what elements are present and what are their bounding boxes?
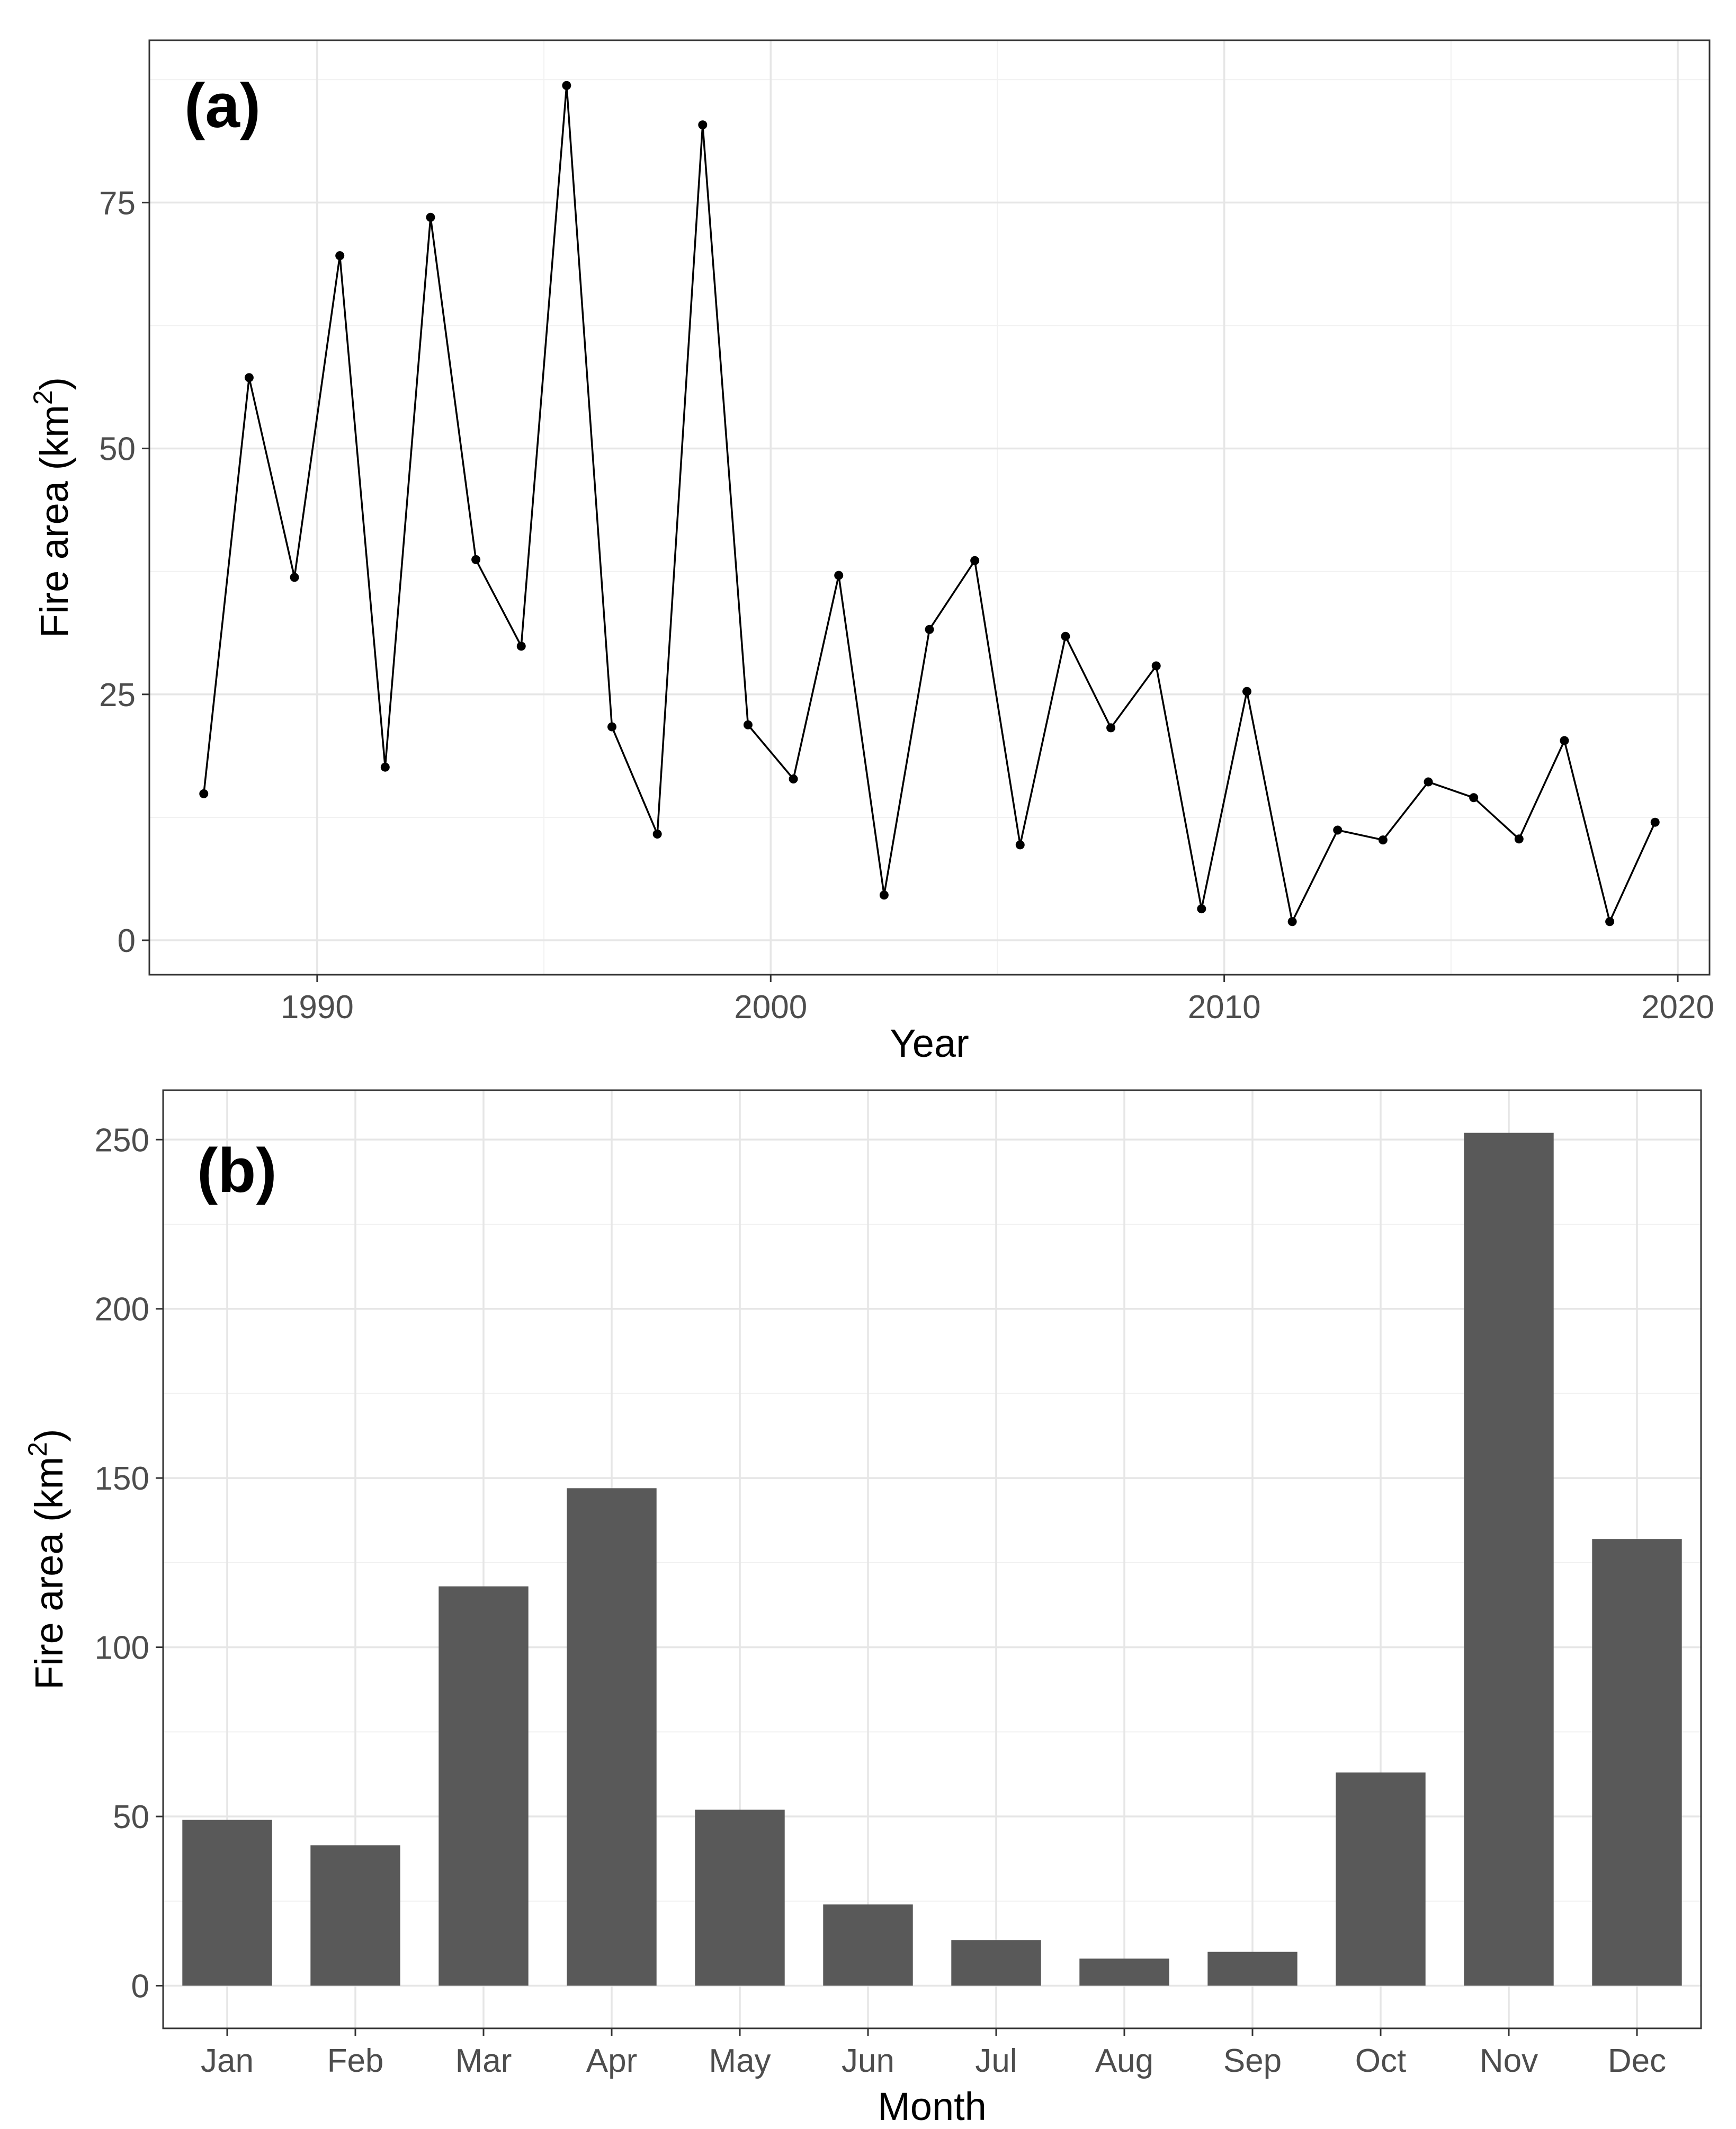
panel-a-data-point	[925, 625, 934, 634]
panel-a-data-point	[1061, 631, 1070, 641]
panel-b-x-tick-label: Jul	[975, 2043, 1017, 2079]
panel-a-data-point	[1469, 793, 1479, 803]
panel-b-bar-oct	[1336, 1772, 1426, 1986]
panel-b-bar-chart: 0 50 100 150 200 250 Jan Feb Mar Apr May Jun Jul Aug S…	[23, 1089, 1702, 2128]
panel-a-y-axis-title-close: )	[32, 377, 76, 390]
panel-b-x-tick-label: Sep	[1223, 2043, 1282, 2079]
panel-a-data-point	[1650, 817, 1660, 827]
panel-a-grid	[149, 40, 1710, 975]
panel-b-x-axis-title: Month	[878, 2085, 987, 2128]
panel-a-data-point	[1605, 917, 1615, 927]
panel-a-data-point	[789, 774, 798, 783]
panel-a-series	[199, 81, 1660, 927]
panel-a-x-tick-label: 2000	[734, 989, 807, 1026]
panel-b-y-tick-label: 0	[131, 1968, 149, 2005]
panel-a-data-point	[426, 212, 435, 222]
panel-b-bar-sep	[1207, 1952, 1297, 1986]
panel-a-data-point	[607, 722, 617, 732]
panel-a-data-point	[1333, 825, 1343, 835]
panel-a-border	[148, 39, 1711, 976]
panel-b-bar-may	[695, 1810, 785, 1986]
panel-b-bar-mar	[439, 1586, 529, 1986]
panel-b-y-axis-title-close: )	[27, 1429, 71, 1442]
panel-a-label: (a)	[184, 71, 261, 141]
panel-b-y-tick-label: 250	[95, 1122, 149, 1159]
panel-a-data-point	[335, 251, 345, 261]
panel-b-y-tick-label: 200	[95, 1291, 149, 1328]
panel-a-data-point	[1424, 777, 1433, 787]
panel-b-y-tick-label: 50	[113, 1799, 149, 1836]
panel-b-bar-jun	[823, 1904, 913, 1986]
panel-a-data-point	[1106, 723, 1116, 733]
panel-b-x-tick-label: Jun	[842, 2043, 894, 2079]
panel-a-line-chart: 1990 2000 2010 2020 0 25 50 75 (a) Year Fire ar…	[28, 39, 1714, 1065]
panel-a-axis-ticks: 1990 2000 2010 2020 0 25 50 75	[99, 185, 1714, 1026]
panel-a-data-point	[562, 81, 571, 90]
panel-b-bar-jul	[951, 1940, 1041, 1986]
panel-a-data-point	[879, 890, 889, 900]
panel-a-data-point	[380, 762, 390, 772]
panel-a-data-point	[970, 556, 980, 565]
panel-a-x-tick-label: 2010	[1188, 989, 1261, 1026]
panel-a-data-point	[1015, 840, 1025, 850]
panel-b-y-axis-title-main: Fire area (km	[27, 1457, 71, 1690]
panel-b-x-tick-label: Feb	[327, 2043, 384, 2079]
panel-b-axis-ticks: 0 50 100 150 200 250 Jan Feb Mar Apr May Jun Jul Aug S…	[95, 1122, 1667, 2079]
panel-a-data-point	[199, 789, 209, 798]
panel-b-bar-nov	[1464, 1133, 1554, 1986]
panel-b-bars	[182, 1133, 1682, 1986]
panel-a-y-tick-label: 0	[118, 923, 136, 959]
panel-a-data-point	[1197, 904, 1206, 914]
panel-a-y-tick-label: 50	[99, 431, 136, 468]
panel-b-border	[162, 1089, 1702, 2029]
panel-a-y-axis-title-superscript: 2	[28, 390, 58, 405]
panel-a-y-axis-title: Fire area (km2)	[28, 377, 76, 638]
panel-a-x-tick-label: 2020	[1641, 989, 1714, 1026]
panel-a-data-point	[290, 573, 299, 582]
panel-b-label: (b)	[197, 1136, 277, 1206]
panel-b-x-tick-label: Jan	[201, 2043, 254, 2079]
panel-b-y-tick-label: 150	[95, 1460, 149, 1497]
panel-a-data-point	[698, 120, 708, 130]
panel-b-bar-feb	[310, 1845, 400, 1986]
panel-a-x-axis-title: Year	[890, 1021, 969, 1065]
panel-b-bar-apr	[567, 1488, 657, 1986]
panel-a-data-point	[244, 373, 254, 382]
panel-b-bar-jan	[182, 1820, 272, 1986]
panel-a-y-tick-label: 75	[99, 185, 136, 221]
panel-b-x-tick-label: May	[709, 2043, 771, 2079]
panel-b-bar-aug	[1079, 1958, 1169, 1986]
panel-a-data-point	[471, 555, 481, 564]
panel-b-y-tick-label: 100	[95, 1630, 149, 1667]
panel-b-y-axis-title-superscript: 2	[23, 1442, 52, 1457]
panel-a-x-tick-label: 1990	[281, 989, 354, 1026]
panel-a-data-point	[1560, 736, 1569, 745]
panel-a-y-axis-title-main: Fire area (km	[32, 405, 76, 638]
panel-b-x-tick-label: Oct	[1355, 2043, 1406, 2079]
panel-a-data-point	[1151, 661, 1161, 671]
panel-b-x-tick-label: Nov	[1480, 2043, 1538, 2079]
panel-a-data-point	[516, 642, 526, 651]
panel-a-data-point	[834, 571, 844, 580]
panel-b-x-tick-label: Dec	[1608, 2043, 1666, 2079]
panel-b-x-tick-label: Mar	[455, 2043, 512, 2079]
panel-b-x-tick-label: Apr	[586, 2043, 637, 2079]
panel-a-data-point	[1378, 835, 1388, 845]
panel-a-data-point	[1514, 834, 1524, 844]
panel-b-bar-dec	[1592, 1539, 1682, 1986]
panel-a-data-point	[652, 829, 662, 839]
panel-b-x-tick-label: Aug	[1095, 2043, 1153, 2079]
panel-a-data-point	[743, 720, 753, 729]
panel-b-y-axis-title: Fire area (km2)	[23, 1429, 71, 1689]
panel-a-data-point	[1242, 687, 1251, 696]
panel-a-data-point	[1287, 917, 1297, 927]
panel-a-y-tick-label: 25	[99, 677, 136, 714]
